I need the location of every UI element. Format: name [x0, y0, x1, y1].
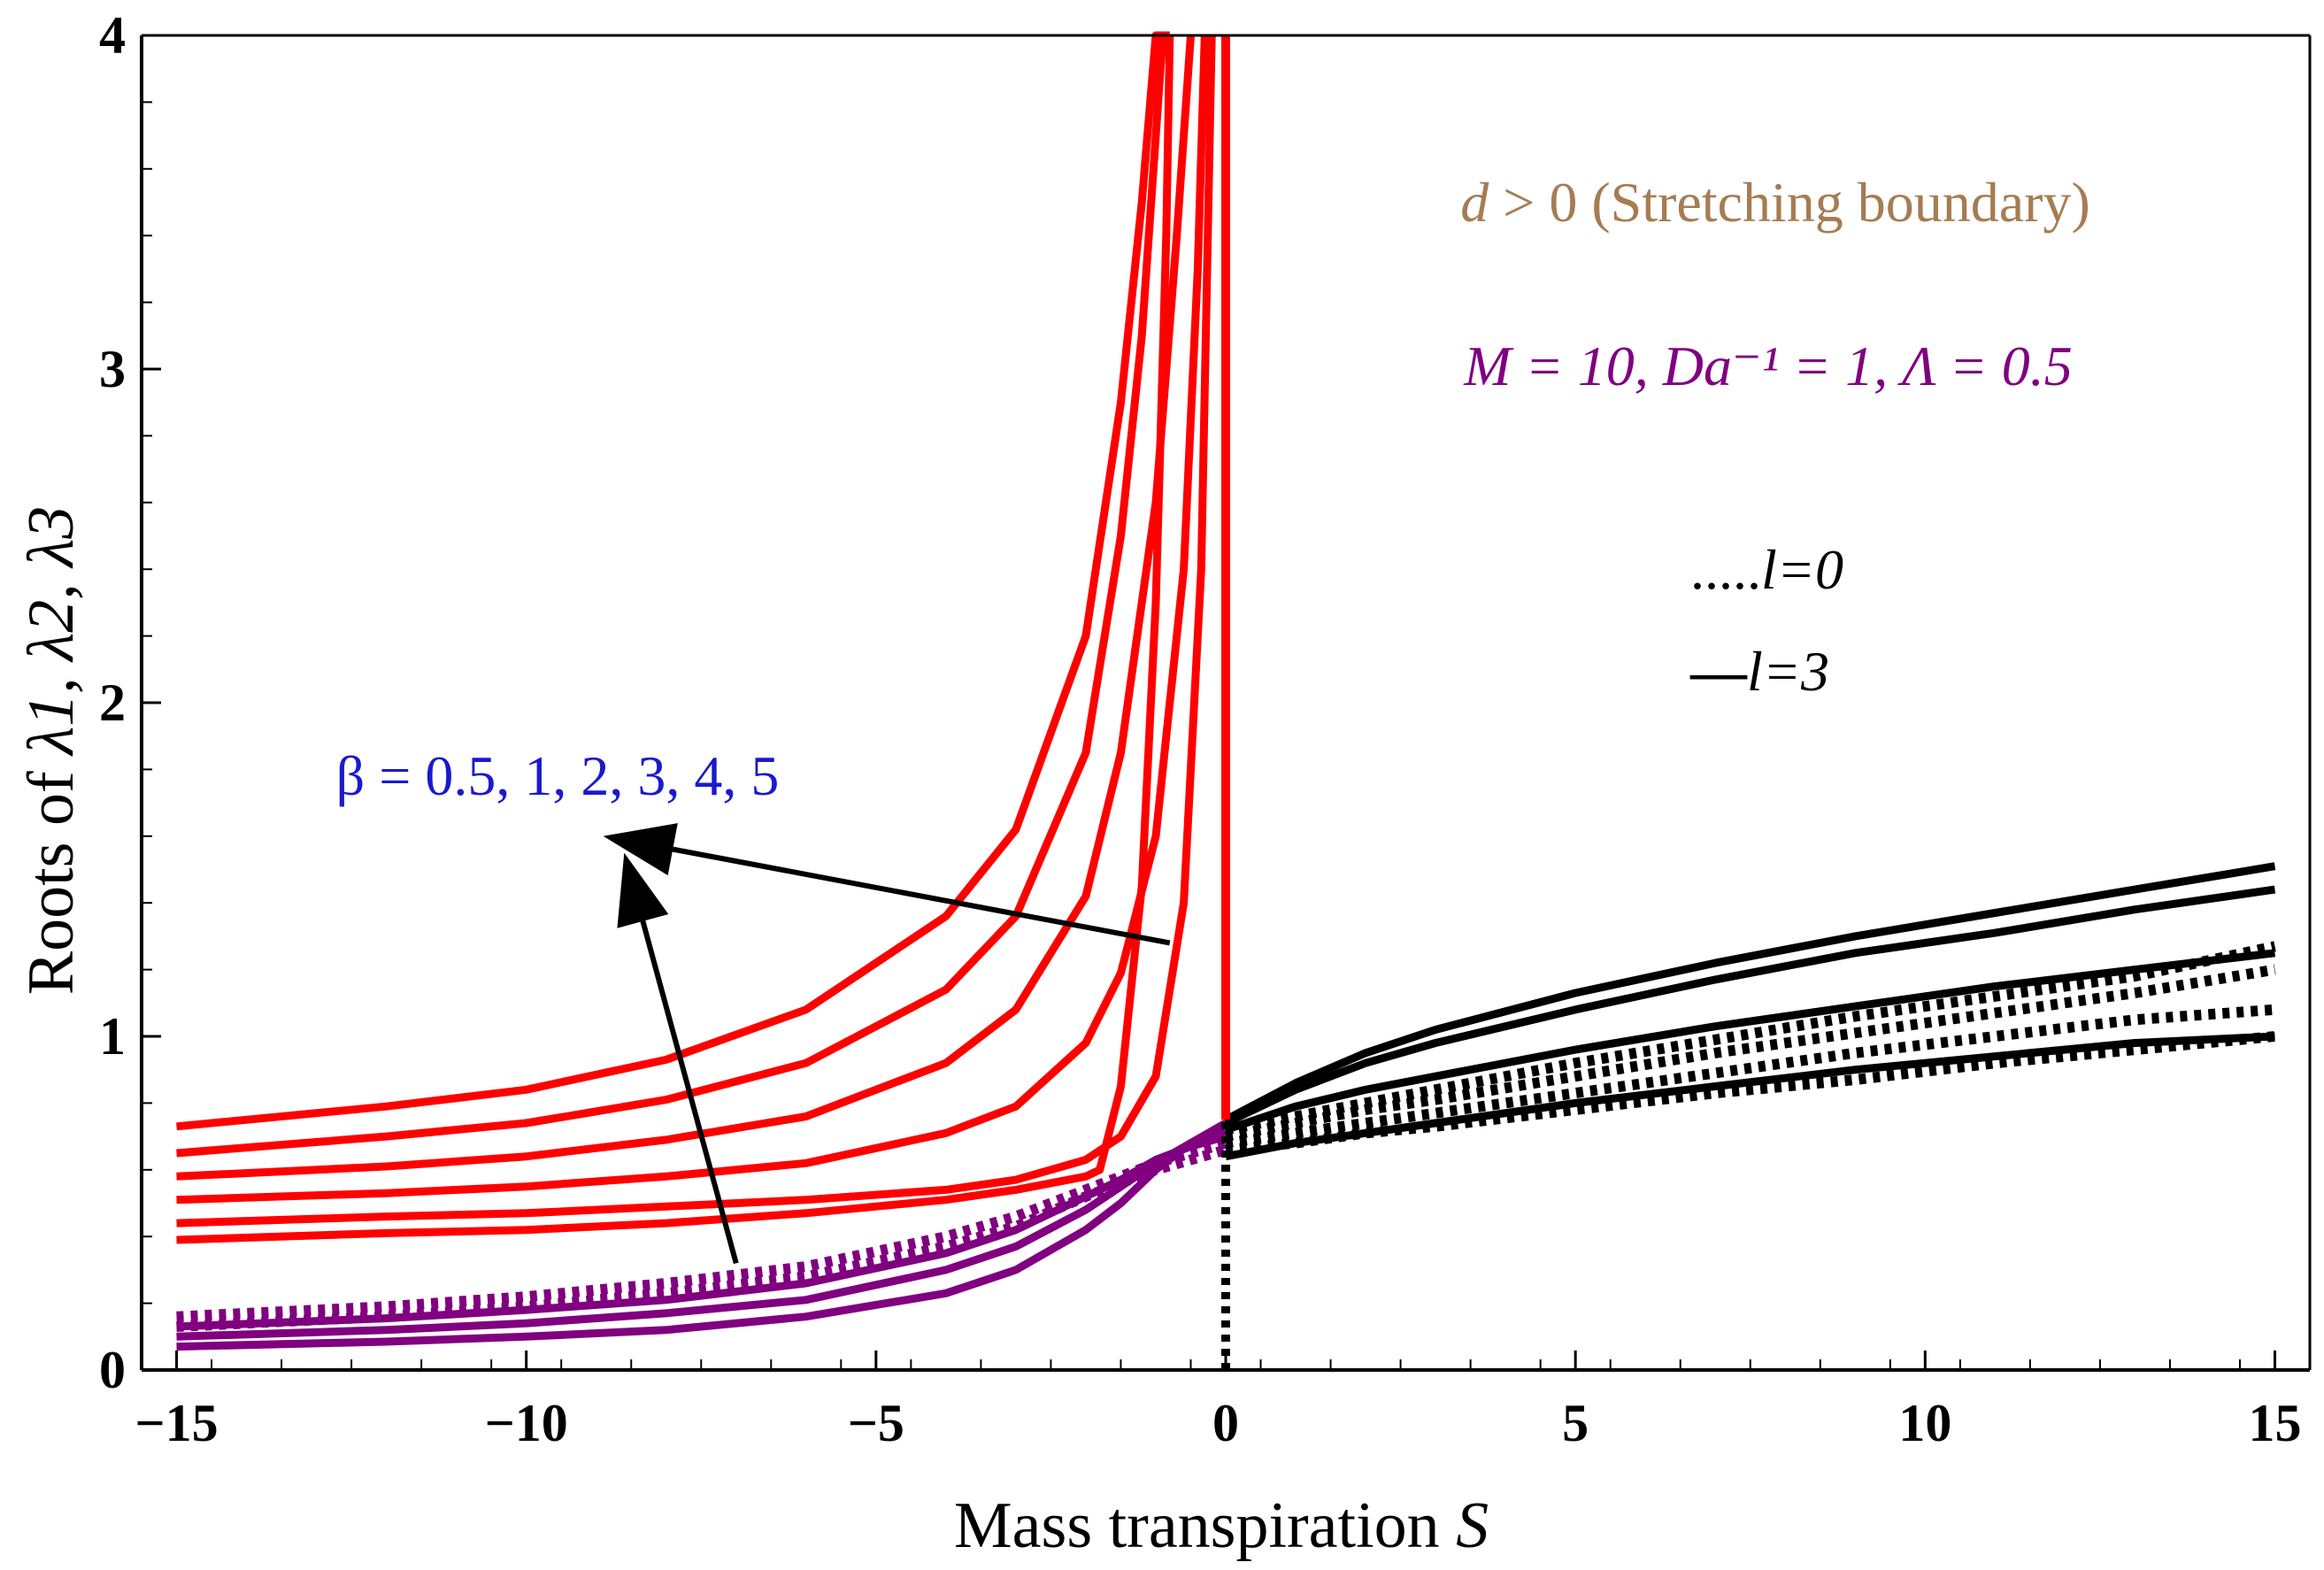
lambda1-series-2 [176, 35, 1167, 1158]
parameter-annotation: M = 10, Da⁻¹ = 1, Λ = 0.5 [1463, 335, 2073, 397]
y-tick-label: 0 [99, 1341, 126, 1399]
lambda3-series-17 [1224, 964, 2276, 1142]
lambda2-series-11 [176, 1144, 1227, 1332]
lambda1-series-4 [176, 35, 1209, 1204]
legend-item-dotted: .....l=0 [1690, 538, 1843, 601]
regime-annotation: d > 0 (Stretching boundary) [1460, 171, 2090, 234]
lambda1-series-5 [176, 35, 1216, 1228]
legend-solid-label: l=3 [1747, 640, 1829, 703]
y-axis-variables: λ1, λ2, λ3 [15, 506, 88, 757]
arrow-shaft-2 [640, 920, 739, 1265]
x-tick-label: 5 [1562, 1394, 1589, 1452]
y-tick-label: 2 [99, 673, 126, 732]
x-tick-label: −15 [135, 1394, 218, 1452]
x-axis-label: Mass transpiration S [954, 1489, 1489, 1562]
lambda1-series-1 [176, 31, 1170, 1131]
lambda3-series-16 [1224, 941, 2276, 1135]
x-tick-label: −5 [848, 1394, 904, 1452]
lambda3-series-14 [1224, 949, 2276, 1134]
lambda3-series-12 [1223, 862, 2276, 1124]
x-tick-label: −10 [485, 1394, 568, 1452]
chart-curves [176, 31, 2276, 1370]
legend-dotted-marker: ..... [1690, 538, 1761, 601]
lambda3-series-18 [1225, 1004, 2275, 1149]
lambda1-series-6 [176, 35, 1174, 1244]
lambda3-series-19 [1225, 1031, 2276, 1156]
chart-ticks: −15 −10 −5 0 5 10 15 0 1 2 3 4 [99, 6, 2311, 1452]
y-tick-label: 3 [99, 340, 126, 398]
legend-solid-marker: — [1689, 640, 1748, 703]
chart-arrows [603, 823, 1171, 1265]
x-axis-variable: S [1456, 1489, 1489, 1562]
lambda2-series-10 [176, 1137, 1227, 1322]
x-tick-label: 10 [1898, 1394, 1951, 1452]
lambda3-series-13 [1224, 885, 2276, 1127]
legend-item-solid: —l=3 [1689, 640, 1829, 703]
x-tick-label: 15 [2248, 1394, 2301, 1452]
x-tick-label: 0 [1212, 1394, 1239, 1452]
beta-annotation: β = 0.5, 1, 2, 3, 4, 5 [336, 744, 780, 807]
y-axis-label: Roots of λ1, λ2, λ3 [15, 506, 88, 996]
arrow-shaft-1 [672, 846, 1171, 946]
arrow-head-1 [603, 823, 678, 876]
arrow-head-2 [617, 852, 669, 928]
y-tick-label: 4 [99, 6, 126, 65]
y-tick-label: 1 [99, 1007, 126, 1066]
legend-dotted-label: l=0 [1761, 538, 1843, 601]
legend: .....l=0 —l=3 [1689, 538, 1843, 703]
